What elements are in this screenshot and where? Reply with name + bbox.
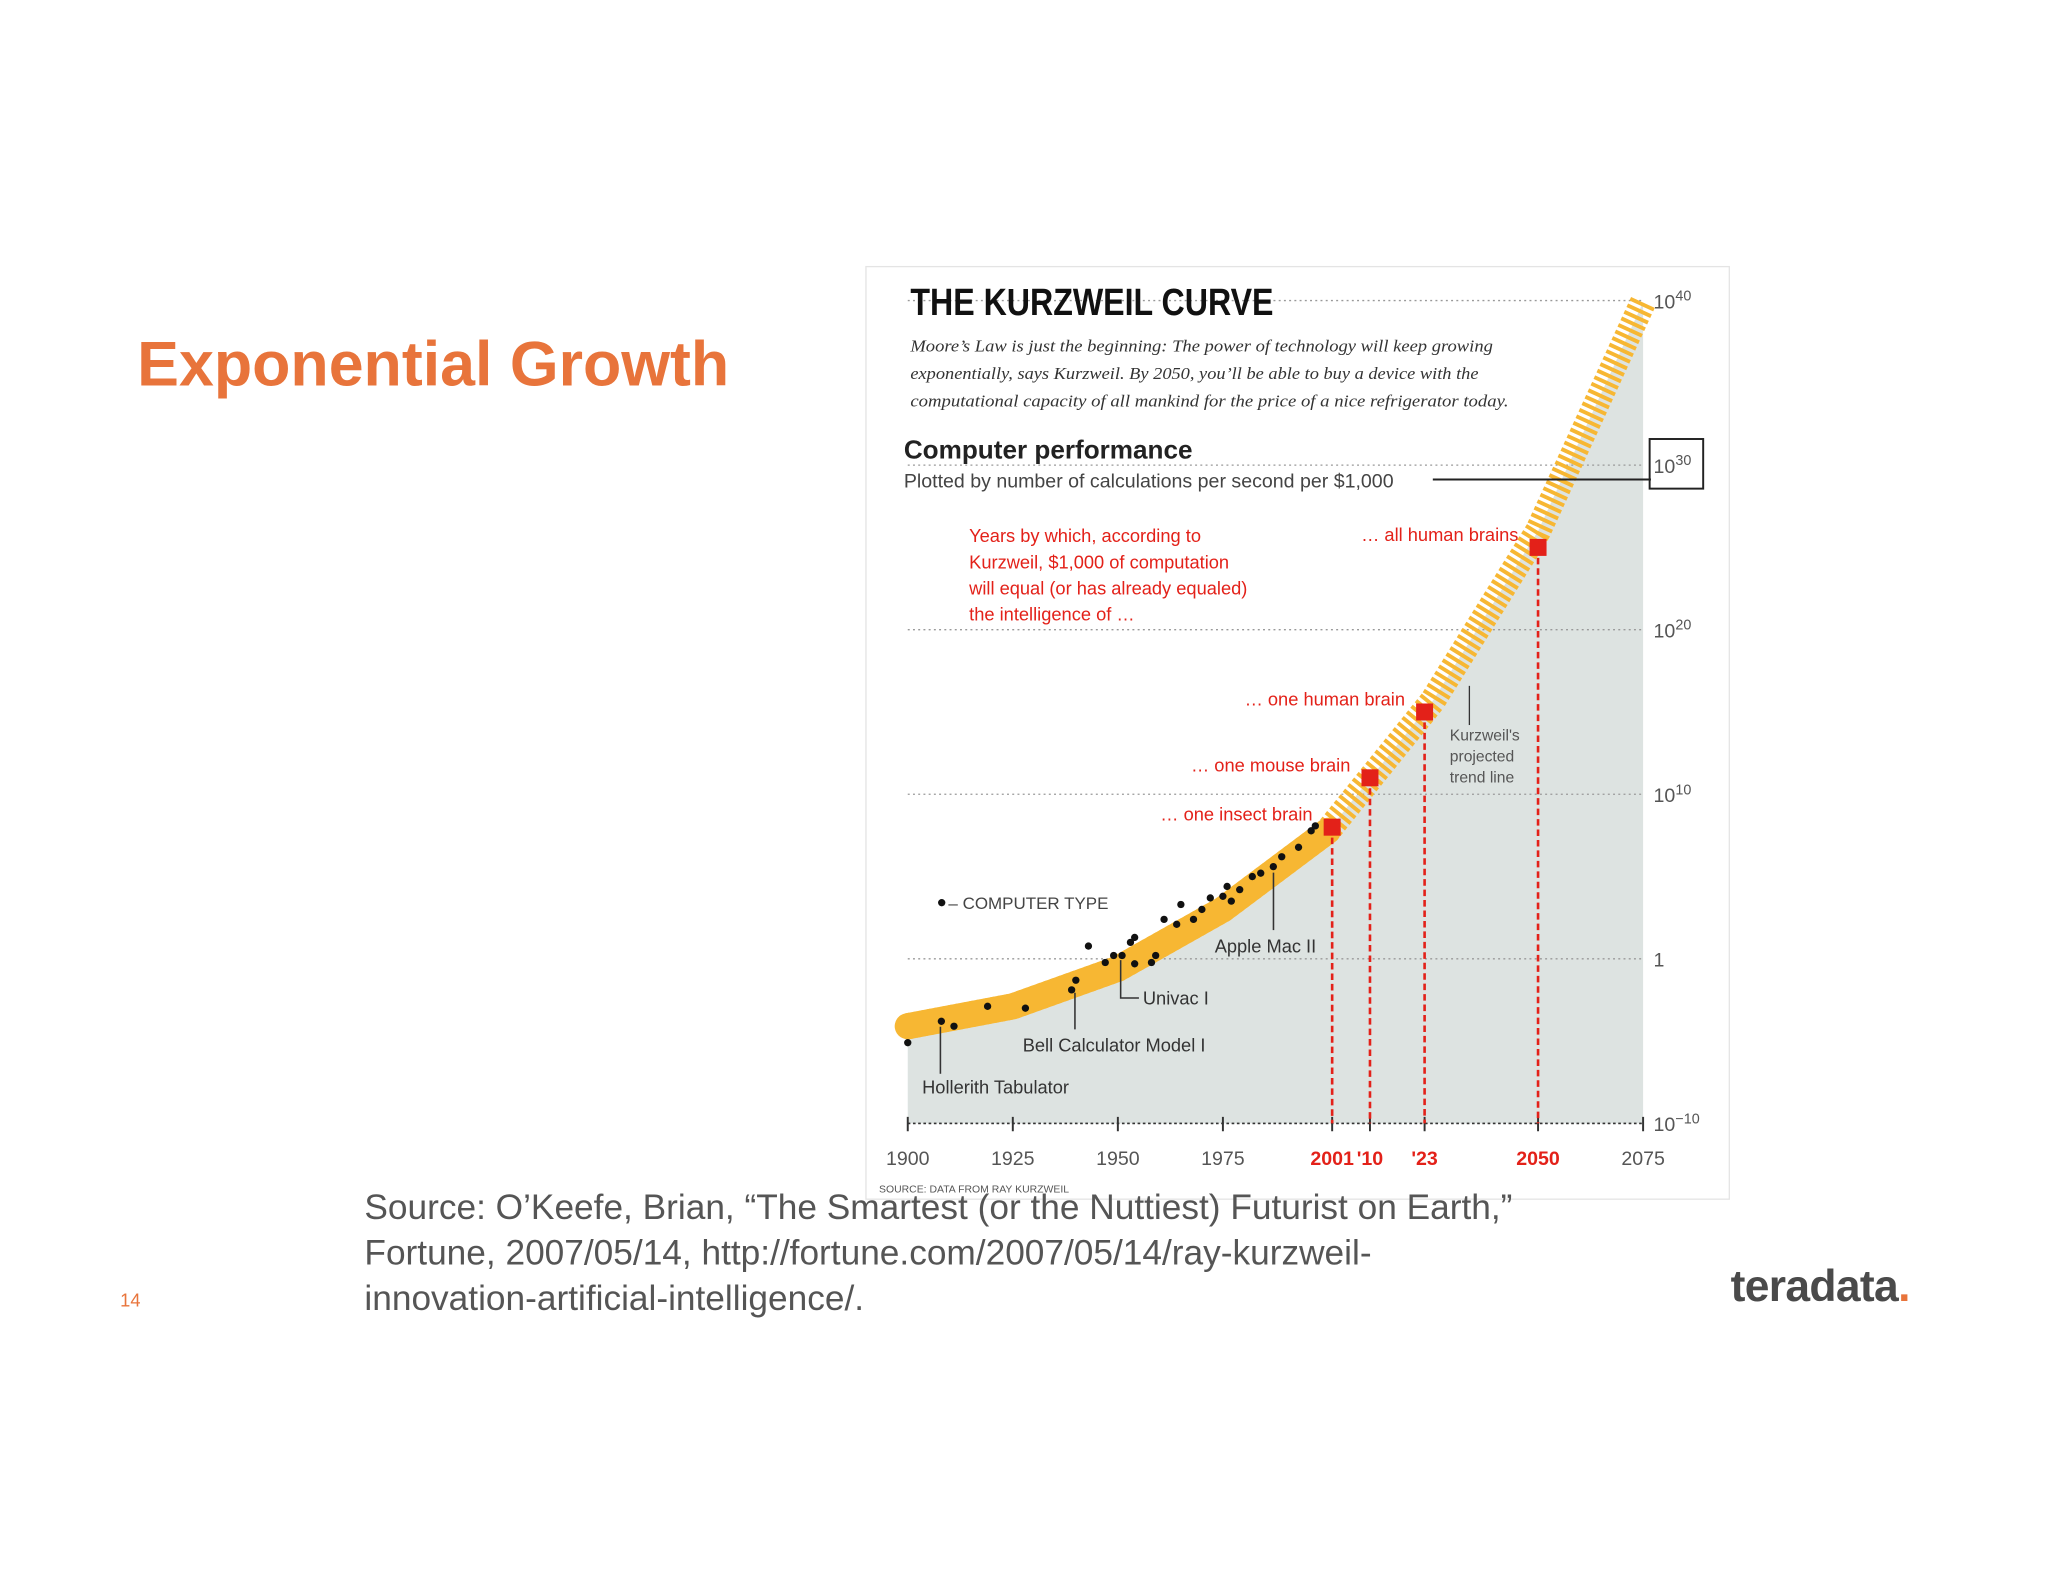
note: Kurzweil, $1,000 of computation: [969, 551, 1229, 572]
y-label: Computer performance: [904, 435, 1193, 465]
computer-label: Apple Mac II: [1215, 935, 1317, 956]
computer-point: [937, 1017, 946, 1025]
slide-title: Exponential Growth: [137, 329, 729, 399]
computer-point: [1269, 862, 1277, 871]
computer-point: [1198, 905, 1206, 914]
note: the intelligence of …: [969, 604, 1135, 625]
tick-box: [1648, 438, 1705, 490]
computer-label: Hollerith Tabulator: [922, 1076, 1069, 1097]
computer-point: [1206, 894, 1214, 902]
note: will equal (or has already equaled): [968, 577, 1247, 598]
page-number: 14: [120, 1289, 140, 1310]
computer-point: [1173, 920, 1181, 928]
computer-point: [1177, 900, 1185, 909]
computer-point: [1101, 958, 1109, 967]
computer-point: [1236, 885, 1244, 894]
computer-point: [1278, 853, 1286, 861]
x-tick-label: 1925: [991, 1148, 1035, 1170]
computer-point: [1021, 1004, 1030, 1012]
milestone-label: … one human brain: [1245, 688, 1405, 709]
computer-point: [1131, 933, 1139, 942]
milestone-label: … all human brains: [1361, 524, 1518, 545]
computer-point: [1311, 822, 1320, 830]
chart: THE KURZWEIL CURVE Moore’s Law is just t…: [879, 282, 1705, 1196]
computer-point: [1227, 897, 1235, 905]
computer-point: [1307, 827, 1315, 835]
x-tick-label: '10: [1357, 1148, 1384, 1170]
computer-point: [1147, 958, 1156, 967]
computer-point: [1152, 951, 1160, 960]
x-tick-label: 2050: [1516, 1148, 1560, 1170]
trend-area: [907, 302, 1644, 1124]
legend-dot: [938, 899, 946, 907]
x-tick-label: 1950: [1096, 1148, 1140, 1170]
computer-point: [1248, 872, 1256, 881]
milestone-label: … one mouse brain: [1191, 754, 1350, 775]
computer-point: [1160, 915, 1168, 924]
x-tick-label: 1975: [1201, 1148, 1245, 1170]
milestone-point: [1529, 538, 1547, 556]
computer-point: [1189, 915, 1198, 924]
chart-subtitle: Moore’s Law is just the beginning: The p…: [909, 336, 1493, 355]
computer-point: [1126, 938, 1135, 947]
chart-subtitle: computational capacity of all mankind fo…: [910, 391, 1508, 410]
computer-point: [1223, 882, 1231, 891]
computer-point: [1084, 942, 1093, 950]
computer-point: [1109, 951, 1118, 960]
computer-point: [1067, 986, 1076, 994]
computer-label: Bell Calculator Model I: [1023, 1035, 1206, 1056]
source-text: Fortune, 2007/05/14, http://fortune.com/…: [364, 1233, 1371, 1272]
x-tick-label: 1900: [886, 1148, 930, 1170]
computer-point: [1131, 960, 1139, 968]
milestone-point: [1361, 769, 1379, 787]
source-text: innovation-artificial-intelligence/.: [364, 1279, 864, 1318]
trend-label: Kurzweil's: [1450, 728, 1520, 745]
trend-label: projected: [1450, 749, 1514, 766]
computer-point: [1257, 869, 1265, 877]
computer-point: [1219, 892, 1227, 900]
computer-point: [950, 1022, 958, 1030]
legend: • – COMPUTER TYPE: [938, 894, 1109, 913]
x-tick-label: '23: [1411, 1148, 1438, 1170]
computer-point: [983, 1002, 992, 1010]
y-sublabel: Plotted by number of calculations per se…: [904, 470, 1394, 492]
leader-line: [1119, 960, 1139, 999]
milestone-label: … one insect brain: [1160, 804, 1312, 825]
computer-point: [1072, 976, 1080, 984]
computer-label: Univac I: [1143, 988, 1209, 1009]
chart-source: SOURCE: DATA FROM RAY KURZWEIL: [879, 1185, 1069, 1196]
source-text: Source: O’Keefe, Brian, “The Smartest (o…: [364, 1188, 1512, 1227]
milestone-point: [1323, 818, 1341, 836]
computer-point: [1294, 843, 1303, 851]
computer-point: [1118, 951, 1126, 960]
chart-title: THE KURZWEIL CURVE: [910, 282, 1273, 324]
milestone-point: [1416, 703, 1434, 721]
y-tick-label: 1: [1654, 950, 1665, 972]
chart-subtitle: exponentially, says Kurzweil. By 2050, y…: [910, 364, 1479, 383]
note: Years by which, according to: [969, 525, 1201, 546]
logo: teradata.: [1731, 1262, 1910, 1311]
trend-label: trend line: [1450, 770, 1515, 787]
x-tick-label: 2001: [1310, 1148, 1354, 1170]
trend-line: [894, 817, 1341, 1040]
computer-point: [904, 1039, 912, 1047]
x-tick-label: 2075: [1621, 1148, 1665, 1170]
